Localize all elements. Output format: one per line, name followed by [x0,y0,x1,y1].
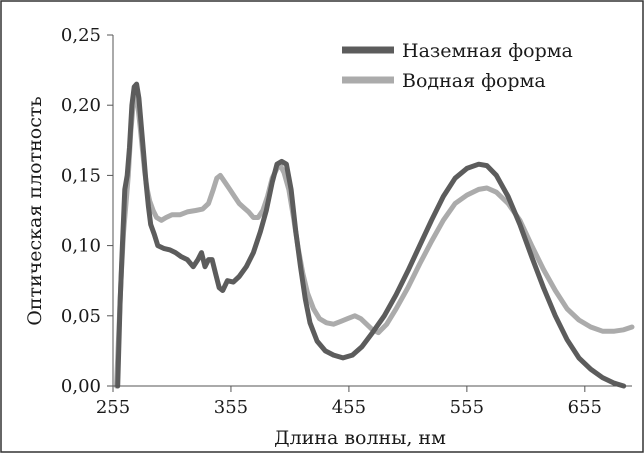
y-tick-label: 0,05 [61,306,101,327]
legend-label-land: Наземная форма [402,40,573,62]
y-tick-label: 0,25 [61,25,101,46]
x-tick-label: 555 [450,397,484,418]
y-tick-label: 0,00 [61,376,101,397]
y-tick-label: 0,20 [61,95,101,116]
x-tick-label: 455 [332,397,366,418]
legend: Наземная форма Водная форма [342,40,573,92]
y-tick-label: 0,15 [61,165,101,186]
x-tick-label: 355 [214,397,248,418]
plot-lines [114,81,635,389]
legend-label-water: Водная форма [402,70,546,92]
x-tick-label: 255 [96,397,130,418]
y-tick-label: 0,10 [61,236,101,257]
y-axis-title: Оптическая плотность [24,96,46,325]
axes [112,35,632,387]
series-line-land-form [115,81,627,389]
ticks: 0,00 0,05 0,10 0,15 0,20 0,25 255 355 455 555 655 [61,25,602,418]
x-axis-title: Длина волны, нм [274,427,446,449]
x-tick-label: 655 [568,397,602,418]
